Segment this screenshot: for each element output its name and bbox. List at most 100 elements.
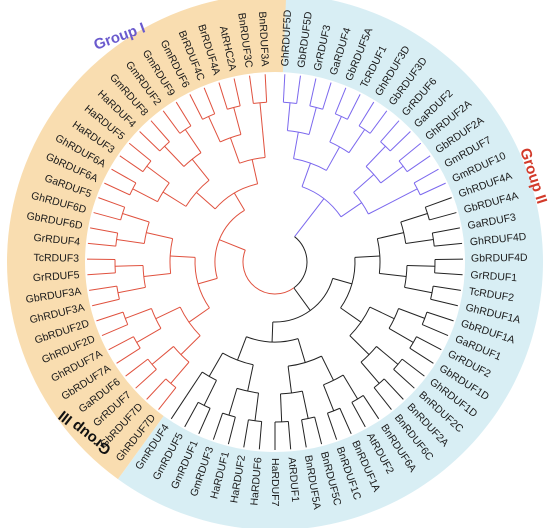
branch-segment — [383, 378, 404, 400]
branch-segment — [432, 227, 460, 234]
leaf-label: TcRDUF3 — [33, 252, 79, 265]
branch-segment — [227, 416, 236, 445]
branch-segment — [368, 201, 393, 215]
branch-segment — [87, 272, 116, 276]
branch-segment — [342, 374, 359, 400]
branch-segment — [150, 120, 170, 143]
branch-arc — [380, 141, 391, 152]
branch-segment — [434, 242, 463, 247]
branch-arc — [340, 257, 356, 309]
branch-segment — [170, 395, 188, 420]
branch-segment — [349, 335, 370, 355]
branch-segment — [128, 142, 152, 162]
branch-segment — [286, 102, 291, 131]
branch-segment — [139, 131, 161, 152]
branch-segment — [158, 387, 177, 410]
branch-segment — [164, 145, 185, 167]
leaf-labels: GhRDUF5D GbRDUF5DGrRDUF3GaRDUF4GbRDUF5ATc… — [25, 9, 528, 510]
branch-segment — [369, 306, 395, 320]
branch-segment — [293, 287, 311, 311]
branch-segment — [262, 130, 266, 158]
branch-segment — [416, 336, 442, 351]
branch-arc — [360, 346, 377, 363]
branch-segment — [249, 75, 254, 104]
branch-segment — [429, 212, 457, 221]
branch-arc — [293, 236, 308, 289]
branch-segment — [400, 213, 428, 223]
branch-segment — [90, 227, 118, 234]
branch-arc — [222, 412, 236, 418]
branch-arc — [430, 286, 434, 300]
branch-segment — [186, 371, 203, 396]
branch-arc — [393, 358, 403, 370]
branch-segment — [329, 116, 342, 143]
branch-segment — [405, 239, 434, 244]
branch-segment — [322, 384, 335, 412]
branch-arc — [165, 378, 177, 389]
branch-arc — [274, 420, 289, 423]
branch-segment — [348, 129, 366, 153]
branch-segment — [334, 87, 347, 114]
branch-segment — [175, 101, 192, 127]
branch-segment — [398, 308, 425, 319]
leaf-label: HaRDUF6 — [248, 457, 264, 506]
branch-segment — [184, 402, 199, 428]
group-i-iii-background — [117, 0, 543, 528]
branch-segment — [296, 75, 301, 104]
branch-segment — [301, 163, 311, 187]
branch-segment — [87, 242, 116, 247]
branch-segment — [393, 369, 415, 389]
branch-segment — [406, 264, 435, 267]
leaf-label: GbRDUF4D — [471, 252, 528, 265]
branch-segment — [404, 286, 433, 294]
branch-segment — [425, 197, 452, 208]
branch-arc — [398, 160, 408, 172]
branch-segment — [309, 78, 317, 106]
leaf-label: HaRDUF7 — [269, 458, 281, 507]
branch-segment — [322, 82, 332, 110]
branch-arc — [179, 125, 192, 134]
branch-segment — [332, 277, 353, 285]
branch-arc — [142, 160, 152, 172]
branch-segment — [406, 155, 431, 173]
branch-segment — [293, 131, 299, 159]
branch-segment — [247, 364, 254, 392]
leaf-label: GrRDUF4 — [33, 232, 81, 249]
branch-arc — [283, 101, 297, 104]
branch-arc — [335, 113, 348, 120]
branch-segment — [208, 116, 221, 143]
branch-arc — [202, 113, 215, 120]
branch-segment — [433, 285, 461, 291]
leaf-label: BnRDUF3A — [256, 11, 271, 66]
leaf-label: GrRDUF5 — [33, 269, 81, 284]
branch-arc — [129, 182, 137, 196]
branch-segment — [132, 188, 158, 203]
branch-segment — [325, 146, 341, 171]
branch-segment — [308, 107, 317, 135]
branch-segment — [413, 168, 439, 184]
branch-segment — [377, 232, 404, 240]
branch-segment — [280, 393, 283, 422]
branch-segment — [93, 212, 121, 221]
branch-segment — [233, 107, 242, 135]
branch-segment — [155, 306, 181, 320]
branch-segment — [116, 347, 141, 364]
leaf-label: AtRDUF1 — [286, 457, 302, 503]
branch-segment — [398, 142, 422, 162]
branch-segment — [218, 82, 228, 110]
branch-segment — [203, 87, 216, 114]
leaf-label: GrRDUF1 — [470, 269, 518, 284]
branch-segment — [340, 202, 362, 218]
branch-arc — [424, 207, 430, 221]
branch-segment — [237, 336, 247, 361]
branch-segment — [362, 395, 380, 420]
branch-segment — [282, 74, 286, 103]
branch-segment — [392, 188, 418, 203]
branch-segment — [108, 336, 134, 351]
branch-arc — [373, 378, 385, 389]
branch-arc — [133, 336, 141, 349]
branch-arc — [242, 249, 295, 295]
branch-segment — [354, 255, 380, 258]
